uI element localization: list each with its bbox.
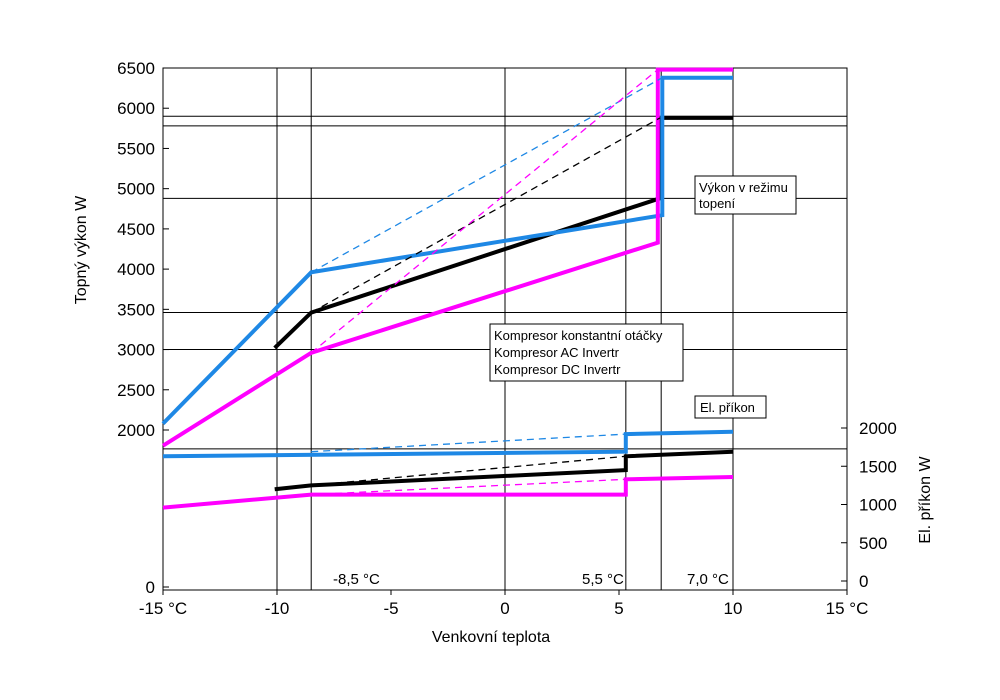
legend-item-1: Kompresor AC Invertr [494,345,620,360]
x-axis-title: Venkovní teplota [432,629,550,646]
series-line-power [162,475,734,510]
x-tick-label: 15 °C [826,599,869,618]
annotation-t1: -8,5 °C [333,571,380,588]
vykon-box: Výkon v režimu topení [694,175,797,215]
y-left-tick-label: 2000 [117,421,155,440]
y-left-tick-label: 2500 [117,381,155,400]
vykon-box-line2: topení [699,196,736,211]
prikon-box-label: El. příkon [700,400,755,415]
y-right-axis-title: El. příkon W [917,456,934,544]
x-tick-label: -10 [265,599,290,618]
y-left-tick-label: 3500 [117,300,155,319]
y-left-tick-label: 0 [146,578,155,597]
series-line-heating-ideal [310,77,663,273]
y-left-tick-label: 4000 [117,260,155,279]
y-right-tick-label: 1500 [859,457,897,476]
series-line-power-ideal [311,433,626,453]
y-right-tick-label: 500 [859,534,887,553]
x-tick-label: 0 [500,599,509,618]
series-line-power-ideal [311,455,626,487]
series-line-power [274,449,734,492]
series-line-power-ideal [311,478,626,496]
series-line-heating-ideal [310,69,659,354]
y-left-tick-label: 6500 [117,59,155,78]
series-line-heating [161,67,733,448]
y-left-tick-label: 5500 [117,139,155,158]
legend-item-2: Kompresor DC Invertr [494,362,621,377]
series-line-heating-ideal [310,117,661,314]
y-left-axis-title: Topný výkon W [73,195,90,304]
series-layer [161,67,734,510]
y-left-tick-label: 6000 [117,99,155,118]
x-tick-label: 10 [724,599,743,618]
vykon-box-line1: Výkon v režimu [699,180,788,195]
x-tick-label: -5 [383,599,398,618]
prikon-box: El. příkon [694,395,767,419]
y-right-tick-label: 1000 [859,496,897,515]
legend-box: Kompresor konstantní otáčky Kompresor AC… [489,323,684,382]
y-left-tick-label: 5000 [117,180,155,199]
y-left-tick-label: 4500 [117,220,155,239]
series-line-power [162,429,734,459]
legend-item-0: Kompresor konstantní otáčky [494,328,663,343]
series-line-heating [161,75,733,425]
x-tick-label: 5 [614,599,623,618]
annotation-t2: 5,5 °C [582,571,624,588]
y-right-tick-label: 0 [859,572,868,591]
y-left-tick-label: 3000 [117,341,155,360]
annotation-t3: 7,0 °C [687,571,729,588]
y-right-tick-label: 2000 [859,419,897,438]
tick-layer: 6500600055005000450040003500300025002000… [117,59,897,618]
x-tick-label: -15 °C [139,599,187,618]
series-line-heating [273,115,733,350]
